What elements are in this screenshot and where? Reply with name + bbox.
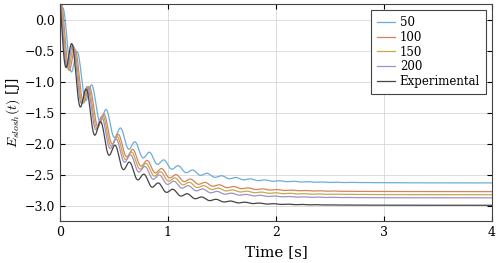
50	[486, 181, 492, 184]
Experimental	[480, 204, 486, 207]
200	[57, 3, 63, 6]
Y-axis label: $E_{slosh}(t)$ [J]: $E_{slosh}(t)$ [J]	[4, 77, 22, 148]
50	[60, 6, 66, 9]
50	[489, 181, 495, 184]
Line: 100: 100	[60, 4, 492, 192]
Line: 150: 150	[60, 4, 492, 195]
Line: 50: 50	[60, 8, 492, 183]
150	[242, 190, 248, 193]
100	[57, 3, 63, 6]
50	[132, 140, 138, 143]
150	[57, 3, 63, 6]
Experimental	[132, 174, 138, 177]
Experimental	[106, 154, 112, 157]
50	[242, 178, 248, 181]
50	[106, 118, 112, 121]
50	[57, 18, 63, 21]
150	[482, 193, 488, 196]
50	[222, 176, 228, 179]
100	[222, 186, 228, 189]
Legend: 50, 100, 150, 200, Experimental: 50, 100, 150, 200, Experimental	[372, 10, 486, 94]
50	[434, 181, 440, 184]
50	[480, 181, 486, 184]
Line: Experimental: Experimental	[60, 4, 492, 205]
Experimental	[489, 204, 495, 207]
200	[481, 196, 487, 199]
200	[434, 196, 440, 199]
Experimental	[57, 3, 63, 6]
100	[480, 190, 486, 193]
200	[480, 196, 486, 199]
150	[480, 193, 486, 196]
100	[106, 134, 112, 137]
150	[222, 189, 228, 193]
100	[489, 190, 495, 193]
200	[132, 163, 138, 166]
100	[434, 190, 440, 193]
Experimental	[222, 200, 228, 203]
100	[484, 190, 490, 193]
Experimental	[434, 204, 440, 207]
150	[489, 193, 495, 196]
X-axis label: Time [s]: Time [s]	[244, 245, 308, 259]
200	[489, 196, 495, 199]
Experimental	[242, 201, 248, 204]
100	[132, 150, 138, 154]
150	[106, 141, 112, 144]
200	[222, 193, 228, 196]
150	[132, 156, 138, 159]
200	[242, 193, 248, 196]
Line: 200: 200	[60, 4, 492, 198]
100	[242, 187, 248, 190]
200	[106, 146, 112, 149]
150	[434, 193, 440, 196]
Experimental	[480, 204, 486, 207]
